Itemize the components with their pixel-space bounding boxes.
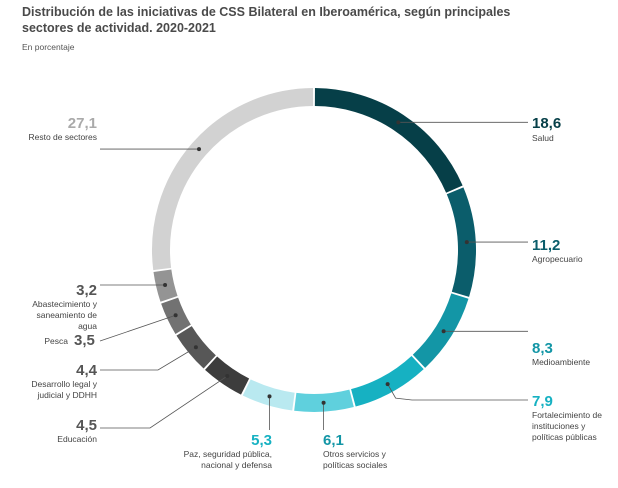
category-label-resto: Resto de sectores xyxy=(28,132,97,142)
leader-dot-paz xyxy=(267,394,272,399)
category-label-otros-servicios: Otros servicios y políticas sociales xyxy=(323,449,388,470)
leader-dot-educacion xyxy=(225,374,230,379)
value-label-pesca: 3,5 xyxy=(74,332,95,349)
leader-line-desarrollo-legal xyxy=(100,346,197,371)
leader-line-educacion xyxy=(100,375,228,429)
slice-fortalecimiento xyxy=(350,355,424,407)
category-label-pesca: Pesca xyxy=(44,336,68,346)
value-label-otros-servicios: 6,1 xyxy=(323,432,344,449)
leader-dot-otros-servicios xyxy=(321,400,326,405)
leader-line-pesca xyxy=(99,314,176,342)
leader-dot-resto xyxy=(197,147,202,152)
category-label-desarrollo-legal: Desarrollo legal y judicial y DDHH xyxy=(31,379,97,400)
leader-dot-fortalecimiento xyxy=(385,382,390,387)
category-label-medioambiente: Medioambiente xyxy=(532,357,591,367)
value-label-agropecuario: 11,2 xyxy=(532,237,561,254)
value-label-resto: 27,1 xyxy=(67,115,97,132)
value-label-fortalecimiento: 7,9 xyxy=(532,393,553,410)
value-label-paz: 5,3 xyxy=(251,432,272,449)
leader-dot-abastecimiento xyxy=(163,282,168,287)
chart-subtitle: En porcentaje xyxy=(22,42,75,52)
value-label-salud: 18,6 xyxy=(532,115,562,132)
leader-dot-medioambiente xyxy=(441,329,446,334)
leader-dot-salud xyxy=(396,120,401,125)
slice-salud xyxy=(314,88,463,193)
slice-resto xyxy=(152,88,314,271)
value-label-educacion: 4,5 xyxy=(76,417,97,434)
value-label-abastecimiento: 3,2 xyxy=(76,282,97,299)
category-label-salud: Salud xyxy=(532,133,554,143)
leader-line-fortalecimiento xyxy=(387,383,528,401)
leader-dot-agropecuario xyxy=(464,240,469,245)
category-label-paz: Paz, seguridad pública, nacional y defen… xyxy=(183,449,272,470)
category-label-abastecimiento: Abastecimiento y saneamiento de agua xyxy=(32,299,97,331)
category-label-educacion: Educación xyxy=(57,434,97,444)
value-label-medioambiente: 8,3 xyxy=(532,340,553,357)
value-label-desarrollo-legal: 4,4 xyxy=(76,362,97,379)
leader-dot-desarrollo-legal xyxy=(193,345,198,350)
leader-dot-pesca xyxy=(173,313,178,318)
category-label-agropecuario: Agropecuario xyxy=(532,254,583,264)
chart-title: Distribución de las iniciativas de CSS B… xyxy=(22,5,511,35)
slice-medioambiente xyxy=(412,293,469,368)
category-label-fortalecimiento: Fortalecimiento de instituciones y polít… xyxy=(532,410,602,442)
